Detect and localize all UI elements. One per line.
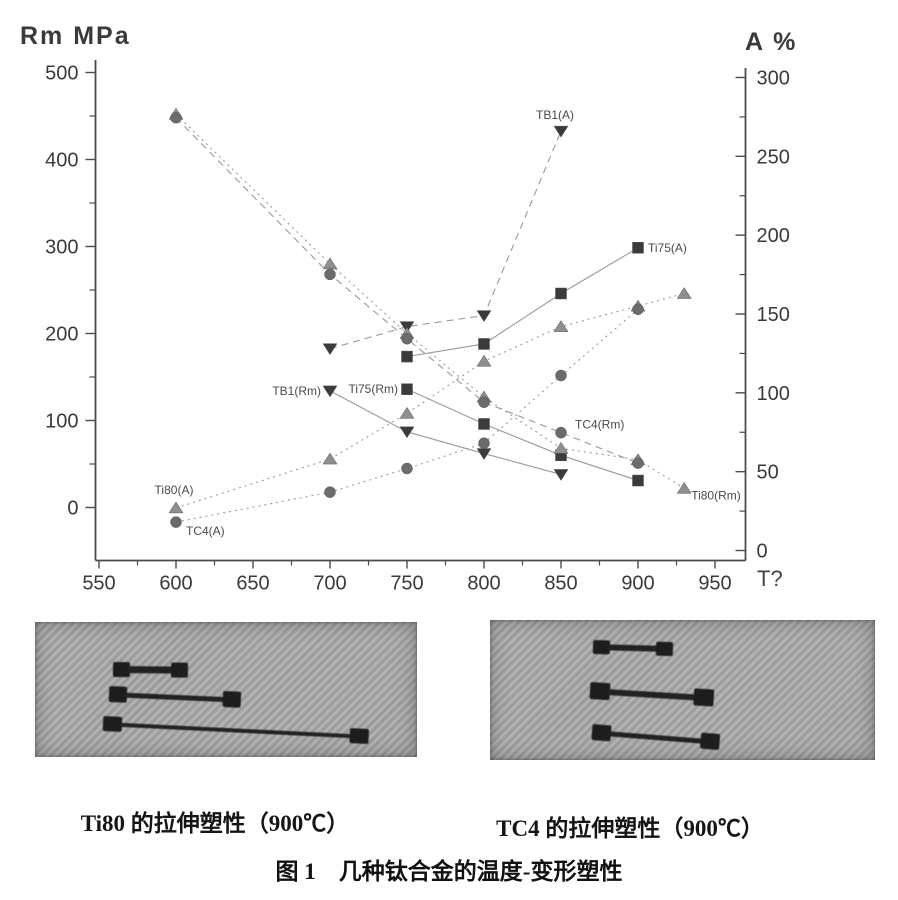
series-Ti75(A): Ti75(A): [401, 241, 687, 363]
svg-text:250: 250: [757, 146, 790, 168]
svg-text:950: 950: [698, 573, 731, 595]
svg-text:TB1(A): TB1(A): [536, 108, 574, 122]
specimen-part: [606, 688, 697, 701]
svg-text:Ti75(A): Ti75(A): [648, 241, 687, 255]
svg-text:Ti75(Rm): Ti75(Rm): [348, 382, 398, 396]
svg-text:200: 200: [757, 225, 790, 247]
svg-text:0: 0: [757, 541, 768, 563]
photo-tc4-specimens: [490, 620, 875, 760]
specimen-part: [349, 728, 370, 744]
caption-ti80: Ti80 的拉伸塑性（900℃）: [80, 811, 350, 836]
svg-text:50: 50: [757, 462, 779, 484]
svg-text:800: 800: [467, 573, 500, 595]
svg-text:500: 500: [45, 63, 78, 85]
svg-text:TC4(Rm): TC4(Rm): [575, 418, 624, 432]
figure-caption: 图 1 几种钛合金的温度-变形塑性: [275, 859, 623, 884]
specimen-part: [700, 732, 721, 751]
specimen-part: [123, 692, 226, 702]
specimen-part: [126, 666, 175, 674]
photo-ti80-specimens: [35, 622, 417, 757]
svg-text:400: 400: [45, 150, 78, 172]
svg-text:650: 650: [236, 573, 269, 595]
svg-text:300: 300: [757, 67, 790, 89]
svg-text:750: 750: [390, 573, 423, 595]
svg-text:550: 550: [82, 573, 115, 595]
svg-text:850: 850: [544, 573, 577, 595]
tensile-specimen: [592, 640, 674, 657]
x-axis-title: T?: [757, 566, 783, 591]
svg-text:TB1(Rm): TB1(Rm): [272, 384, 321, 398]
svg-text:200: 200: [45, 324, 78, 346]
left-axis-title: Rm MPa: [20, 22, 131, 50]
specimen-part: [655, 641, 674, 657]
caption-tc4: TC4 的拉伸塑性（900℃）: [496, 816, 764, 841]
specimen-part: [606, 644, 660, 652]
svg-text:150: 150: [757, 304, 790, 326]
specimen-part: [118, 722, 353, 738]
series-Ti80(A): Ti80(A): [155, 287, 692, 514]
svg-text:100: 100: [757, 383, 790, 405]
tensile-specimen: [102, 716, 370, 744]
right-axis-title: A %: [745, 28, 798, 56]
tensile-specimen: [112, 662, 189, 678]
specimen-part: [693, 688, 715, 707]
svg-text:TC4(A): TC4(A): [186, 524, 225, 538]
series-TC4(Rm): TC4(Rm): [170, 111, 644, 469]
specimen-part: [170, 662, 189, 678]
specimen-part: [607, 730, 704, 744]
svg-text:900: 900: [621, 573, 654, 595]
series-TB1(Rm): TB1(Rm): [272, 384, 569, 481]
svg-text:Ti80(Rm): Ti80(Rm): [691, 488, 741, 502]
series-Ti75(Rm): Ti75(Rm): [348, 382, 644, 487]
series-TC4(A): TC4(A): [170, 303, 644, 538]
specimen-part: [222, 690, 242, 708]
svg-text:Ti80(A): Ti80(A): [155, 483, 194, 497]
svg-text:0: 0: [67, 498, 78, 520]
svg-text:300: 300: [45, 237, 78, 259]
tensile-specimen: [589, 682, 715, 707]
svg-text:100: 100: [45, 411, 78, 433]
svg-text:600: 600: [159, 573, 192, 595]
tensile-specimen: [108, 686, 242, 708]
series-TB1(A): TB1(A): [322, 108, 574, 356]
series-Ti80(Rm): Ti80(Rm): [168, 107, 741, 502]
tensile-specimen: [591, 724, 721, 751]
svg-text:700: 700: [313, 573, 346, 595]
